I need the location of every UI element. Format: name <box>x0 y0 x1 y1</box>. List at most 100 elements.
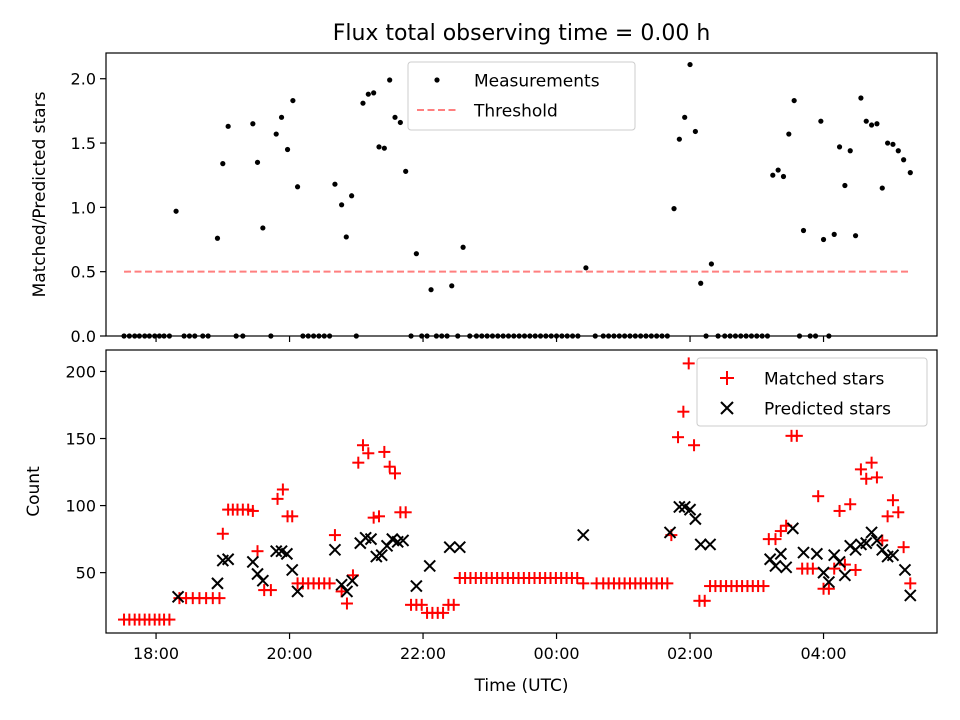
predicted-stars-point <box>443 540 456 554</box>
matched-stars-point <box>378 445 391 458</box>
predicted-stars-point <box>340 585 354 598</box>
predicted-stars-point <box>246 555 260 569</box>
predicted-stars-point <box>171 590 185 603</box>
predicted-stars-point <box>689 512 702 526</box>
matched-stars-point <box>163 613 176 626</box>
chart-title: Flux total observing time = 0.00 h <box>333 21 711 46</box>
matched-stars-point <box>340 597 353 610</box>
count-y-axis-ticks: 50 100 150 200 <box>65 362 106 583</box>
measurement-point <box>284 146 291 153</box>
measurement-point <box>290 97 296 104</box>
measurement-point <box>901 157 907 163</box>
predicted-stars-point <box>291 585 304 598</box>
measurement-point <box>786 131 792 137</box>
predicted-stars-point <box>364 532 378 546</box>
measurement-point <box>392 114 398 120</box>
y-tick-label: 150 <box>65 430 96 449</box>
matched-stars-point <box>865 456 878 469</box>
y-tick-label: 1.5 <box>71 134 96 153</box>
measurement-point <box>294 184 301 190</box>
matched-stars-point <box>881 510 894 523</box>
measurement-point <box>449 283 455 289</box>
matched-stars-point <box>286 510 299 523</box>
measurement-point <box>818 118 824 124</box>
matched-stars-point <box>415 598 428 611</box>
matched-stars-point <box>216 527 229 540</box>
measurement-point <box>173 208 179 214</box>
measurement-point <box>874 121 880 127</box>
measurement-point <box>671 206 677 212</box>
predicted-stars-legend-label: Predicted stars <box>764 400 891 420</box>
matched-stars-point <box>892 506 905 519</box>
matched-stars-legend-label: Matched stars <box>764 370 884 390</box>
measurement-point <box>460 244 466 250</box>
predicted-stars-point <box>280 547 294 561</box>
count-legend-box <box>696 357 928 427</box>
predicted-stars-point <box>346 574 359 587</box>
predicted-stars-point <box>211 577 224 590</box>
matched-stars-point <box>399 506 412 519</box>
matched-stars-point <box>698 594 711 607</box>
measurement-point <box>791 97 797 104</box>
count-marks <box>118 357 917 626</box>
measurement-point <box>371 90 377 96</box>
ratio-panel: 0.00.51.01.52.0 Matched/Predicted stars … <box>30 52 938 346</box>
measurement-point <box>698 280 704 286</box>
matched-stars-point <box>251 545 264 558</box>
matched-stars-point <box>323 577 336 590</box>
matched-stars-point <box>774 525 787 538</box>
y-tick-label: 100 <box>65 497 96 516</box>
matched-stars-point <box>844 498 857 511</box>
measurement-point <box>220 161 226 167</box>
ratio-y-axis-label: Matched/Predicted stars <box>30 91 50 297</box>
y-tick-label: 50 <box>76 564 96 583</box>
matched-stars-point <box>790 429 803 442</box>
predicted-stars-point <box>817 566 830 579</box>
predicted-stars-point <box>786 522 800 535</box>
measurement-point <box>895 148 901 154</box>
measurement-point <box>387 77 393 83</box>
matched-stars-point <box>897 541 910 554</box>
matched-stars-point <box>577 577 590 590</box>
measurement-point <box>868 122 875 128</box>
measurement-point <box>214 235 221 241</box>
matched-stars-point <box>264 584 277 597</box>
predicted-stars-point <box>410 579 423 593</box>
measurement-point <box>428 287 434 293</box>
matched-stars-point <box>328 529 341 542</box>
measurement-point <box>775 167 781 173</box>
measurement-point <box>885 140 891 146</box>
measurement-point <box>583 265 589 271</box>
count-y-axis-label: Count <box>24 466 44 517</box>
matched-stars-point <box>447 598 460 611</box>
matched-stars-point <box>372 510 385 523</box>
measurement-point <box>682 114 688 120</box>
measurement-point <box>403 168 409 174</box>
measurement-point <box>687 61 693 68</box>
measurement-point <box>225 123 231 129</box>
matched-stars-point <box>822 582 835 595</box>
measurement-point <box>278 114 285 120</box>
predicted-stars-legend-marker <box>720 401 734 415</box>
predicted-stars-point <box>865 526 878 539</box>
predicted-stars-point <box>860 536 873 550</box>
x-tick-label: 00:00 <box>533 644 579 663</box>
measurement-point <box>676 136 682 142</box>
measurement-point <box>397 119 403 126</box>
predicted-stars-point <box>838 569 852 582</box>
predicted-stars-point <box>269 544 283 558</box>
measurement-point <box>250 121 256 127</box>
predicted-stars-point <box>833 555 846 569</box>
x-tick-label: 22:00 <box>400 644 446 663</box>
predicted-stars-point <box>822 575 836 589</box>
predicted-stars-point <box>286 563 299 577</box>
predicted-stars-point <box>663 526 677 539</box>
matched-stars-point <box>367 511 380 524</box>
matched-stars-point <box>246 504 259 517</box>
predicted-stars-point <box>774 547 788 561</box>
ratio-legend-box <box>407 61 636 131</box>
matched-stars-point <box>213 592 226 605</box>
measurement-point <box>858 95 864 101</box>
matched-stars-point <box>362 447 375 460</box>
matched-stars-point <box>860 472 873 485</box>
